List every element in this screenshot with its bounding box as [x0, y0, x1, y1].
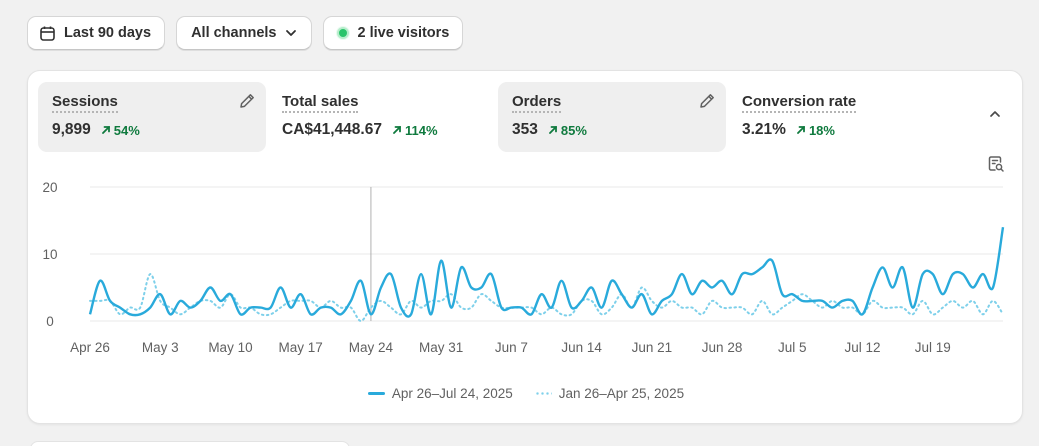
metric-change-value: 114% [404, 122, 438, 138]
x-tick-label: May 3 [142, 340, 179, 355]
metric-orders[interactable]: Orders 353 85% [498, 82, 726, 152]
x-tick-label: Jul 19 [915, 340, 951, 355]
legend-item-previous[interactable]: Jan 26–Apr 25, 2025 [534, 386, 685, 401]
arrow-up-right-icon [548, 126, 557, 134]
x-tick-label: May 10 [208, 340, 252, 355]
series-current-line [88, 227, 1005, 318]
metric-sessions[interactable]: Sessions 9,899 54% [38, 82, 266, 152]
channels-dropdown[interactable]: All channels [176, 16, 313, 50]
metric-title[interactable]: Sessions [52, 93, 118, 113]
legend-label: Apr 26–Jul 24, 2025 [391, 386, 513, 401]
arrow-up-right-icon [393, 126, 401, 134]
metric-change: 114% [392, 123, 438, 138]
legend-swatch-dotted [534, 392, 552, 395]
metric-change: 18% [796, 123, 835, 138]
sessions-chart[interactable]: 0 10 20 Apr 26 May 3 May 10 May 17 May 24 May 31… [28, 171, 1024, 371]
legend-label: Jan 26–Apr 25, 2025 [558, 386, 685, 401]
metric-total-sales[interactable]: Total sales CA$41,448.67 114% [268, 82, 496, 152]
arrow-up-right-icon [101, 126, 110, 134]
chevron-down-icon [284, 26, 298, 40]
date-range-label: Last 90 days [64, 25, 152, 41]
x-tick-label: Jun 28 [702, 340, 743, 355]
metric-change-value: 18% [808, 122, 835, 138]
x-tick-label: May 31 [419, 340, 463, 355]
live-dot-icon [337, 27, 350, 39]
y-tick-label: 10 [42, 247, 57, 262]
y-tick-label: 0 [46, 314, 54, 329]
chart-svg: 0 10 20 Apr 26 May 3 May 10 May 17 May 24 May 31… [42, 180, 1005, 355]
date-range-button[interactable]: Last 90 days [27, 16, 166, 50]
toolbar: Last 90 days All channels 2 live visitor… [27, 16, 464, 50]
pencil-icon[interactable] [698, 92, 716, 115]
metric-value: 9,899 [52, 121, 91, 138]
live-visitors-label: 2 live visitors [357, 25, 450, 41]
channels-label: All channels [191, 25, 277, 41]
series-previous-line [89, 273, 1004, 323]
metric-title[interactable]: Orders [512, 93, 562, 113]
x-tick-label: May 24 [349, 340, 394, 355]
chevron-up-icon[interactable] [988, 107, 1002, 126]
chart-legend: Apr 26–Jul 24, 2025 Jan 26–Apr 25, 2025 [28, 386, 1024, 401]
metric-value: 353 [512, 121, 538, 138]
arrow-up-right-icon [797, 126, 805, 134]
x-tick-label: Jun 7 [495, 340, 528, 355]
metric-change: 54% [101, 123, 140, 138]
x-tick-label: Jun 21 [632, 340, 673, 355]
pencil-icon[interactable] [238, 92, 256, 115]
metric-title[interactable]: Conversion rate [742, 93, 857, 113]
x-tick-label: May 17 [279, 340, 323, 355]
metric-value: CA$41,448.67 [282, 121, 382, 138]
metric-title[interactable]: Total sales [282, 93, 359, 113]
x-tick-label: Jul 12 [845, 340, 881, 355]
legend-swatch-solid [367, 392, 385, 395]
next-card-edge [30, 441, 350, 446]
x-tick-label: Jun 14 [561, 340, 602, 355]
y-tick-label: 20 [42, 180, 57, 195]
live-visitors-button[interactable]: 2 live visitors [323, 16, 464, 50]
metric-conversion-rate[interactable]: Conversion rate 3.21% 18% [728, 82, 956, 152]
metric-change: 85% [548, 123, 587, 138]
x-tick-label: Apr 26 [70, 340, 110, 355]
metric-change-value: 54% [113, 122, 140, 138]
analytics-card: Sessions 9,899 54% Total sales CA$41,448… [27, 70, 1023, 424]
calendar-icon [39, 25, 56, 42]
x-tick-label: Jul 5 [778, 340, 807, 355]
metric-value: 3.21% [742, 121, 786, 138]
legend-item-current[interactable]: Apr 26–Jul 24, 2025 [367, 386, 513, 401]
document-search-icon[interactable] [987, 155, 1005, 178]
metric-change-value: 85% [560, 122, 587, 138]
